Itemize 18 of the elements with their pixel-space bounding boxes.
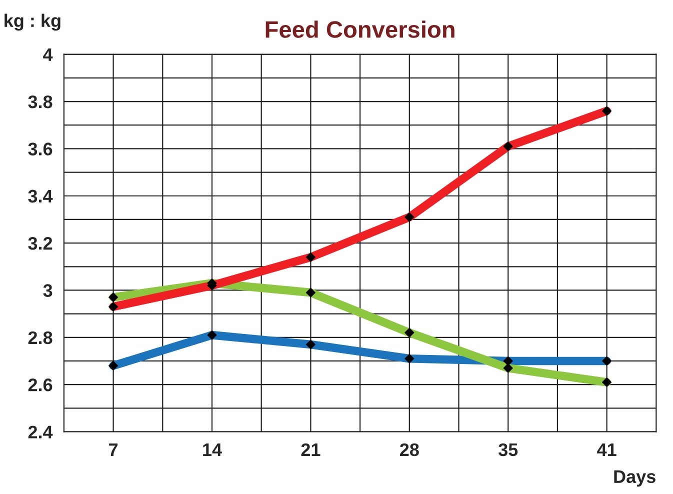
y-tick-label: 2.4 — [28, 426, 53, 438]
x-tick-label: 14 — [203, 444, 222, 456]
y-tick-label: 2.8 — [28, 331, 52, 344]
x-tick-label: 41 — [597, 444, 616, 456]
y-axis-title: kg : kg — [4, 14, 60, 31]
y-tick-label: 2.6 — [28, 378, 52, 392]
y-tick-label: 3.4 — [28, 190, 53, 203]
y-tick-label: 3.2 — [28, 236, 52, 250]
y-tick-label: 3.8 — [28, 95, 52, 108]
chart-title: Feed Conversion — [266, 20, 454, 38]
x-axis-title: Days — [614, 470, 656, 487]
x-tick-label: 35 — [498, 443, 518, 456]
x-tick-label: 21 — [301, 443, 320, 456]
y-tick-label: 3.6 — [28, 142, 52, 156]
x-tick-label: 7 — [109, 444, 118, 456]
y-tick-label: 4 — [43, 48, 53, 61]
x-tick-label: 28 — [400, 443, 419, 456]
y-tick-label: 3 — [43, 284, 52, 297]
